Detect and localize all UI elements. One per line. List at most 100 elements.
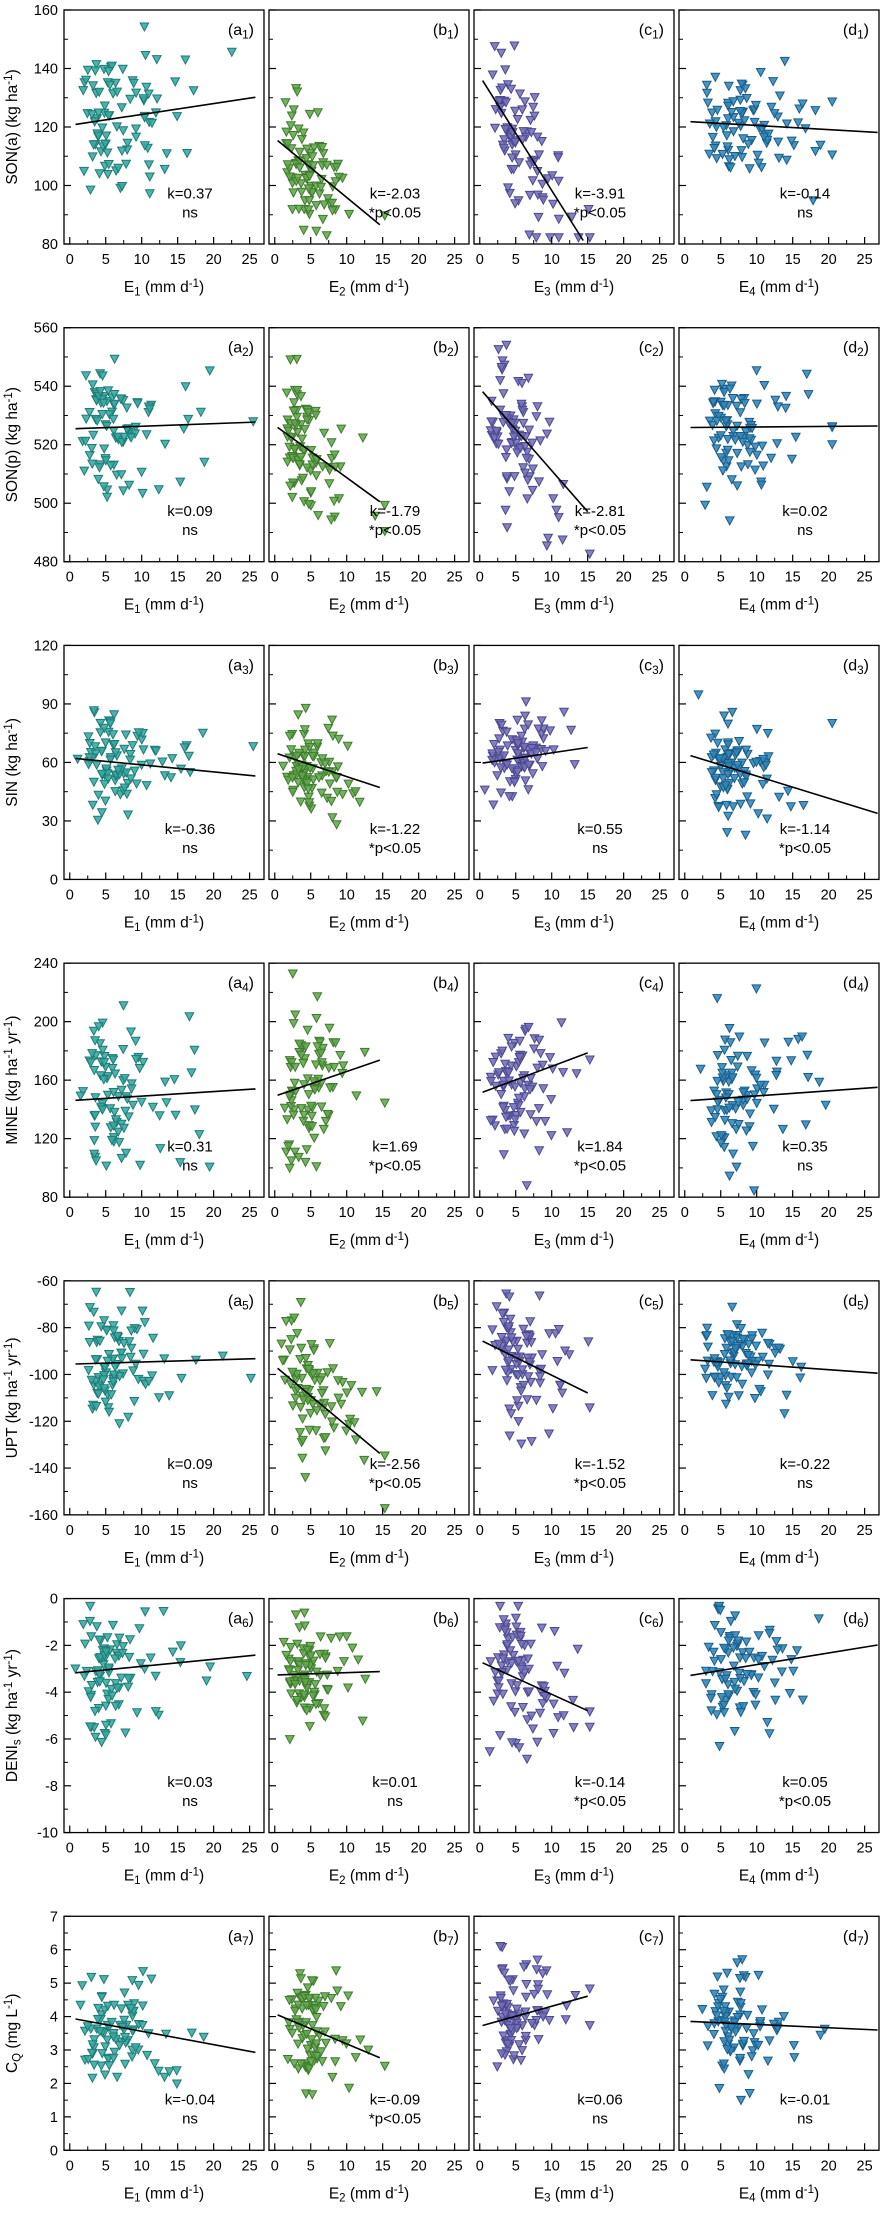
marker-triangle (495, 1993, 507, 2004)
marker-triangle (175, 477, 186, 488)
x-axis-label-E1: E1 (mm d-1) (124, 1866, 204, 1887)
marker-triangle (289, 2059, 300, 2069)
marker-triangle (157, 757, 168, 768)
x-tick-label: 0 (681, 252, 689, 268)
marker-triangle (324, 479, 335, 489)
marker-triangle (125, 2004, 137, 2014)
marker-triangle (288, 406, 300, 417)
marker-triangle (153, 1393, 165, 1403)
marker-triangle (77, 1981, 88, 1991)
marker-triangle (180, 382, 191, 392)
marker-triangle (788, 2041, 800, 2051)
marker-triangle (767, 77, 779, 87)
scatter-points (282, 1966, 390, 2100)
marker-triangle (155, 1144, 166, 1154)
marker-triangle (702, 98, 714, 109)
marker-triangle (527, 464, 539, 475)
marker-triangle (343, 2083, 355, 2094)
marker-triangle (513, 1093, 525, 1104)
marker-triangle (729, 1727, 740, 1737)
x-tick-label: 20 (206, 1523, 222, 1539)
x-tick-label: 15 (785, 1841, 801, 1857)
trend-line (690, 1359, 878, 1374)
marker-triangle (278, 761, 289, 772)
trend-line (482, 1662, 589, 1712)
marker-triangle (520, 2031, 531, 2042)
marker-triangle (531, 1965, 542, 1975)
marker-triangle (719, 1115, 731, 1126)
marker-triangle (779, 56, 790, 67)
marker-triangle (333, 172, 344, 183)
marker-triangle (540, 746, 551, 757)
marker-triangle (357, 433, 369, 444)
significance-annotation: ns (592, 840, 608, 857)
marker-triangle (301, 1145, 312, 1155)
marker-triangle (293, 1152, 304, 1163)
marker-triangle (782, 786, 794, 797)
marker-triangle (330, 177, 341, 187)
y-tick-label: 5 (50, 1976, 58, 1992)
marker-triangle (712, 994, 723, 1004)
marker-triangle (90, 1093, 101, 1103)
marker-triangle (741, 1051, 753, 1062)
marker-triangle (521, 453, 532, 464)
marker-triangle (350, 2053, 361, 2063)
x-tick-label: 25 (447, 252, 463, 268)
marker-triangle (730, 2027, 741, 2037)
scatter-points (479, 697, 580, 811)
marker-triangle (523, 1687, 535, 1697)
x-tick-label: 10 (544, 1841, 560, 1857)
marker-triangle (120, 1106, 131, 1117)
marker-triangle (347, 1643, 358, 1654)
marker-triangle (557, 535, 568, 546)
marker-triangle (502, 1640, 513, 1650)
marker-triangle (755, 2017, 766, 2027)
marker-triangle (93, 2003, 104, 2014)
marker-triangle (116, 103, 127, 113)
marker-triangle (726, 1119, 738, 1129)
marker-triangle (379, 500, 390, 511)
marker-triangle (764, 1629, 775, 1639)
significance-annotation: ns (387, 1793, 403, 1810)
marker-triangle (102, 1090, 113, 1101)
y-tick-label: 200 (34, 1015, 58, 1031)
marker-triangle (727, 707, 738, 718)
trend-line (277, 1367, 381, 1455)
marker-triangle (501, 445, 512, 455)
marker-triangle (98, 1384, 110, 1394)
marker-triangle (350, 787, 361, 797)
x-tick-label: 25 (857, 1205, 873, 1221)
marker-triangle (159, 439, 171, 450)
marker-triangle (717, 1068, 728, 1079)
marker-triangle (314, 1376, 326, 1387)
marker-triangle (522, 494, 533, 504)
marker-triangle (153, 2066, 164, 2077)
marker-triangle (323, 723, 334, 734)
marker-triangle (501, 340, 512, 351)
marker-triangle (795, 1373, 806, 1384)
x-tick-label: 20 (821, 2158, 837, 2174)
marker-triangle (541, 541, 553, 551)
marker-triangle (487, 1366, 498, 1376)
x-tick-label: 5 (512, 887, 520, 903)
panel-label-d7: (d7) (843, 1928, 869, 1948)
marker-triangle (709, 1621, 720, 1631)
marker-triangle (693, 690, 704, 700)
panel-label-b3: (b3) (433, 657, 459, 677)
marker-triangle (533, 724, 544, 735)
marker-triangle (786, 454, 798, 465)
marker-triangle (301, 2029, 312, 2040)
marker-triangle (337, 790, 348, 800)
marker-triangle (144, 172, 155, 183)
marker-triangle (717, 466, 729, 476)
marker-triangle (584, 2021, 595, 2031)
marker-triangle (751, 450, 763, 461)
marker-triangle (533, 2035, 544, 2045)
marker-triangle (308, 161, 319, 171)
marker-triangle (712, 1076, 723, 1087)
x-tick-label: 20 (411, 570, 427, 586)
marker-triangle (332, 787, 343, 798)
marker-triangle (736, 462, 747, 472)
marker-triangle (537, 1969, 548, 1979)
